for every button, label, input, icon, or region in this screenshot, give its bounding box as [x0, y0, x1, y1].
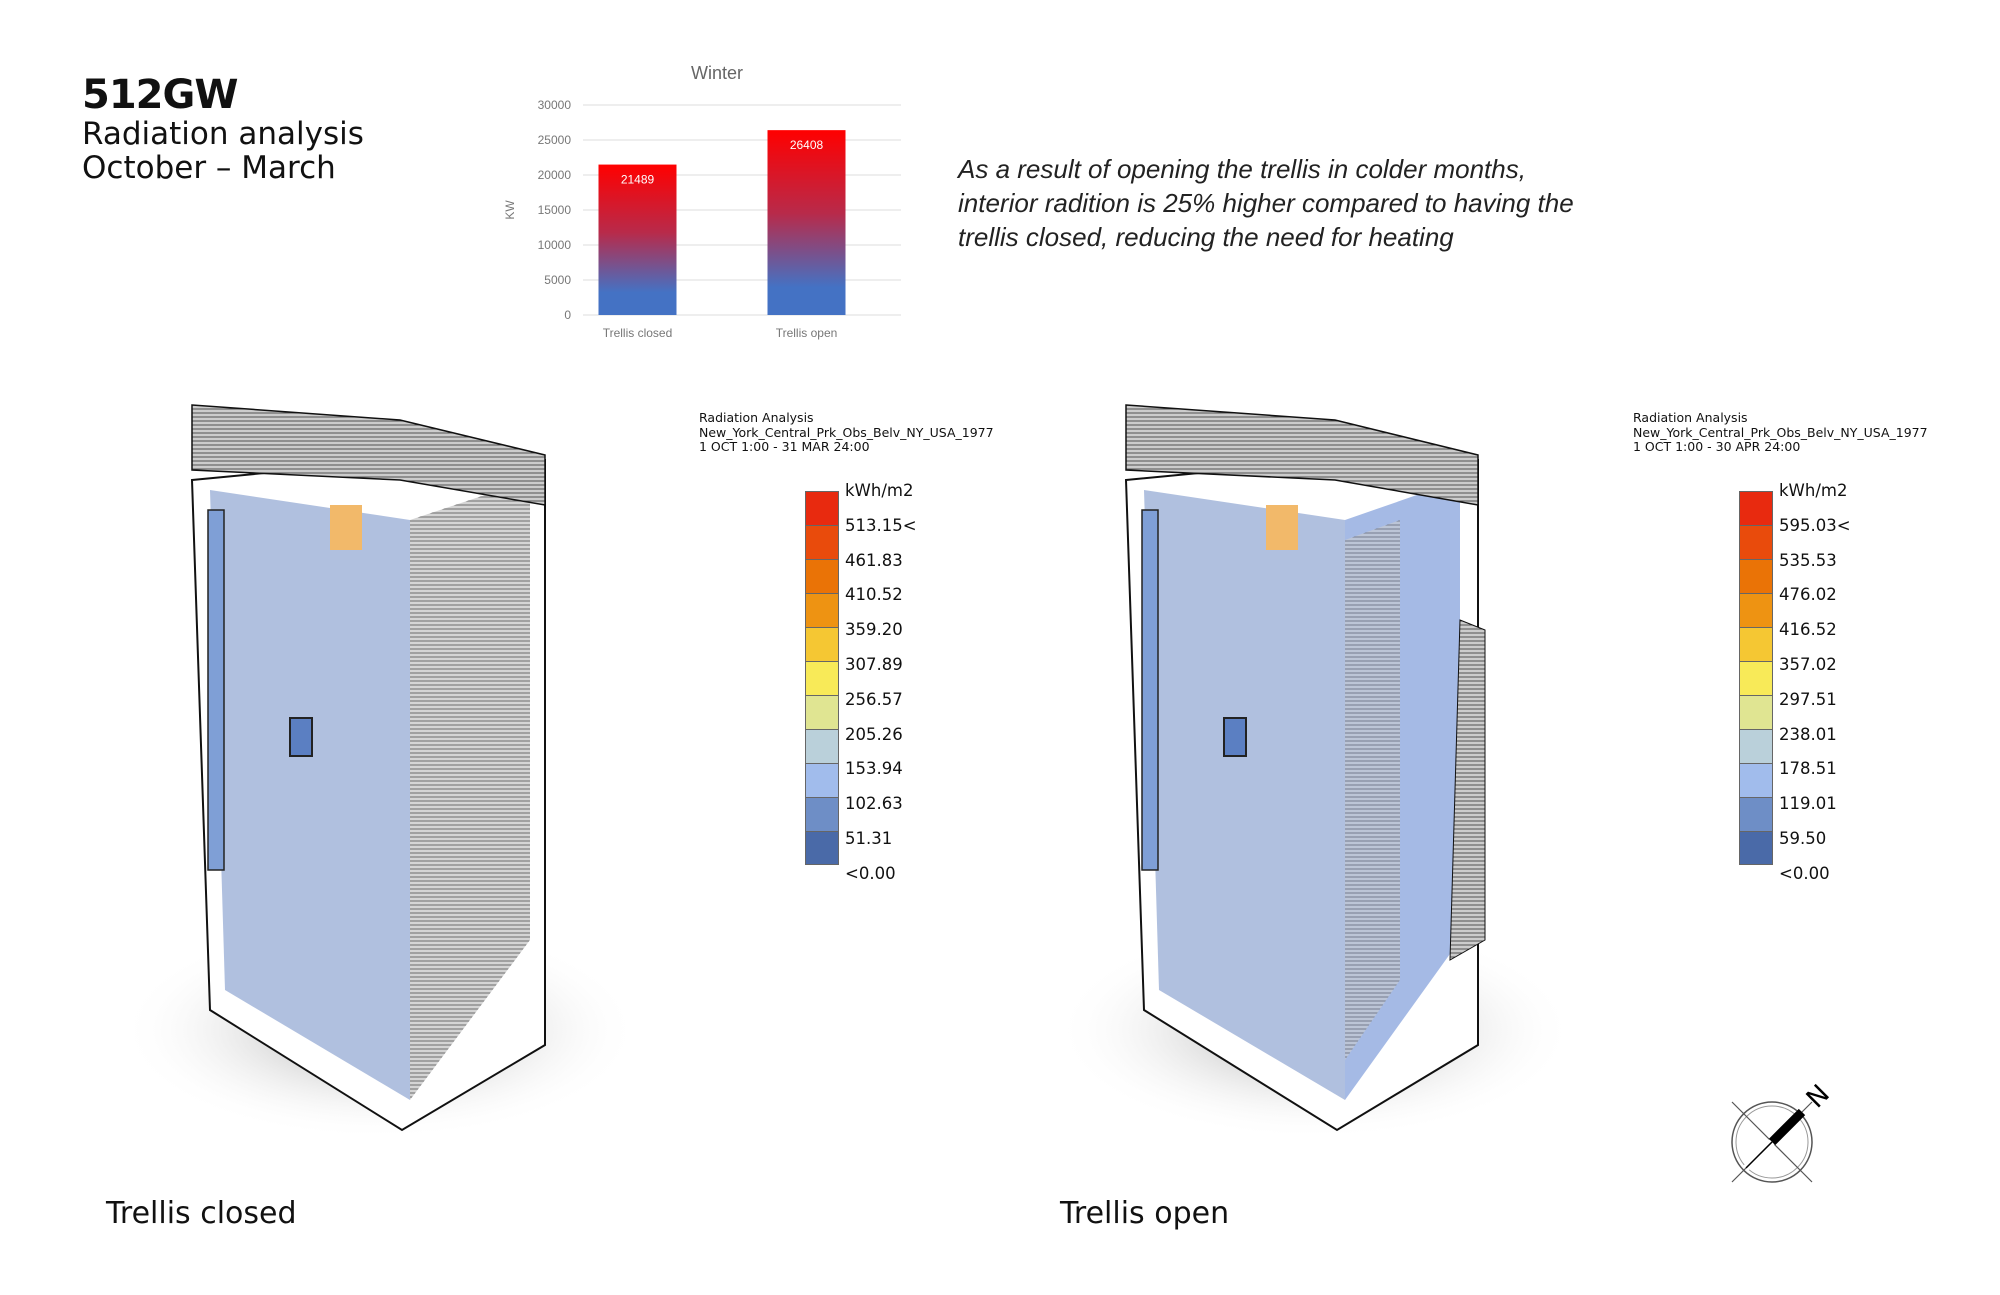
legend-value: 535.53 — [1779, 550, 1837, 570]
legend-value: 307.89 — [845, 654, 903, 674]
legend-period: 1 OCT 1:00 - 31 MAR 24:00 — [699, 439, 870, 454]
legend-location: New_York_Central_Prk_Obs_Belv_NY_USA_197… — [699, 424, 994, 440]
caption-trellis-open: Trellis open — [1060, 1196, 1230, 1231]
legend-value: 476.02 — [1779, 585, 1837, 605]
legend-swatch — [805, 831, 839, 865]
legend-swatch — [1739, 695, 1773, 729]
legend-swatch — [805, 797, 839, 831]
legend-value: 102.63 — [845, 794, 903, 814]
legend-value: 119.01 — [1779, 794, 1837, 814]
legend-swatch — [1739, 627, 1773, 661]
x-tick-label: Trellis closed — [603, 326, 673, 340]
legend-value: 297.51 — [1779, 689, 1837, 709]
legend-swatch — [805, 525, 839, 559]
legend-unit: kWh/m2 — [1779, 481, 1848, 500]
legend-value: 461.83 — [845, 550, 903, 570]
y-tick-label: 5000 — [544, 273, 571, 287]
legend-value: 178.51 — [1779, 759, 1837, 779]
x-tick-label: Trellis open — [776, 326, 838, 340]
legend-color-scale — [1739, 491, 1773, 892]
building-trellis-open — [1055, 404, 1575, 1140]
legend-swatch — [1739, 559, 1773, 593]
legend-swatch — [805, 491, 839, 525]
legend-value: 416.52 — [1779, 620, 1837, 640]
subtitle: Radiation analysis — [82, 116, 364, 152]
legend-value: 256.57 — [845, 689, 903, 709]
y-tick-label: 30000 — [538, 98, 572, 112]
legend-value: 359.20 — [845, 620, 903, 640]
legend-trellis-open: Radiation Analysis New_York_Central_Prk_O… — [1633, 410, 1928, 882]
building-trellis-closed — [120, 404, 640, 1140]
north-label: N — [1801, 1080, 1836, 1114]
legend-period: 1 OCT 1:00 - 30 APR 24:00 — [1633, 439, 1801, 454]
legend-swatch — [1739, 729, 1773, 763]
legend-swatch — [1739, 831, 1773, 865]
legend-value: 357.02 — [1779, 654, 1837, 674]
legend-value: 595.03< — [1779, 515, 1851, 535]
legend-swatch — [1739, 491, 1773, 525]
legend-value: 59.50 — [1779, 828, 1827, 848]
legend-color-scale — [805, 491, 839, 892]
legend-swatch — [1739, 661, 1773, 695]
legend-trellis-closed: Radiation Analysis New_York_Central_Prk_O… — [699, 410, 994, 882]
legend-swatch — [1739, 797, 1773, 831]
legend-value: 51.31 — [845, 828, 893, 848]
legend-swatch — [805, 729, 839, 763]
bar-data-label: 21489 — [621, 173, 655, 187]
y-tick-label: 25000 — [538, 133, 572, 147]
legend-swatch — [805, 627, 839, 661]
chart-title: Winter — [691, 63, 743, 83]
legend-swatch — [805, 593, 839, 627]
legend-title: Radiation Analysis — [1633, 410, 1748, 425]
legend-swatch — [805, 763, 839, 797]
north-arrow-icon: N — [1731, 1080, 1836, 1183]
bar-data-label: 26408 — [790, 138, 824, 152]
legend-value: 205.26 — [845, 724, 903, 744]
y-axis-label: KW — [503, 200, 517, 220]
y-tick-label: 20000 — [538, 168, 572, 182]
legend-swatch — [805, 695, 839, 729]
project-title: 512GW — [82, 72, 238, 118]
building-models — [120, 404, 1575, 1140]
legend-value: 410.52 — [845, 585, 903, 605]
subtitle-period: October – March — [82, 150, 336, 186]
legend-swatch — [805, 661, 839, 695]
y-tick-label: 0 — [564, 308, 571, 322]
bar — [767, 130, 846, 315]
legend-value: <0.00 — [1779, 863, 1830, 883]
legend-swatch — [1739, 593, 1773, 627]
y-tick-label: 15000 — [538, 203, 572, 217]
caption-trellis-closed: Trellis closed — [106, 1196, 297, 1231]
y-tick-label: 10000 — [538, 238, 572, 252]
legend-location: New_York_Central_Prk_Obs_Belv_NY_USA_197… — [1633, 424, 1928, 440]
legend-value: 513.15< — [845, 515, 917, 535]
legend-value: 238.01 — [1779, 724, 1837, 744]
bar — [598, 164, 677, 315]
legend-swatch — [1739, 763, 1773, 797]
analysis-description: As a result of opening the trellis in co… — [958, 154, 1574, 252]
legend-value: 153.94 — [845, 759, 903, 779]
legend-swatch — [1739, 525, 1773, 559]
legend-swatch — [805, 559, 839, 593]
legend-unit: kWh/m2 — [845, 481, 914, 500]
legend-title: Radiation Analysis — [699, 410, 814, 425]
legend-value: <0.00 — [845, 863, 896, 883]
winter-bar-chart: Winter KW 0 5000 10000 15000 20000 25000 30000 21… — [503, 63, 901, 340]
